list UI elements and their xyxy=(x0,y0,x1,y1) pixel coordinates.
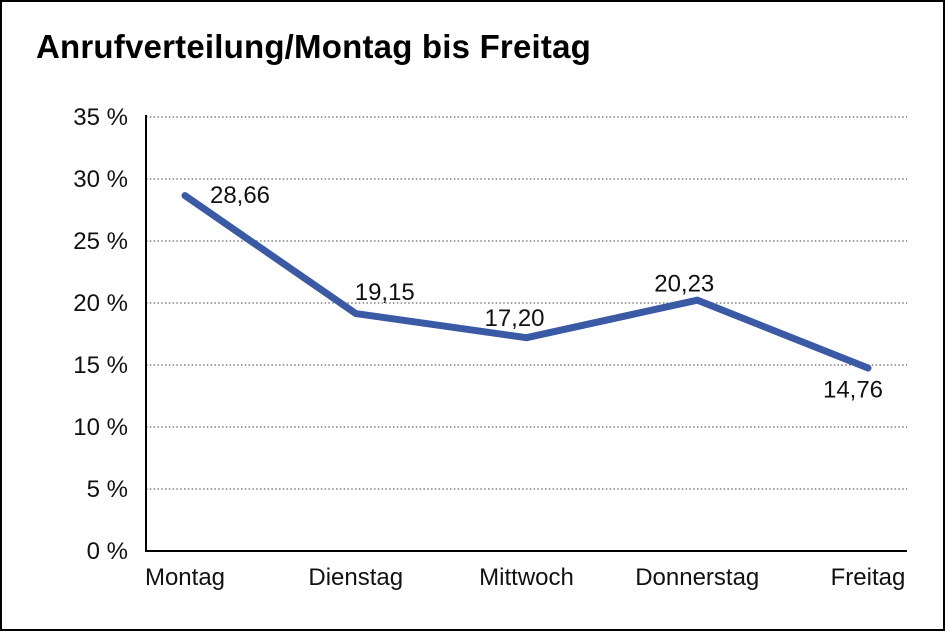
x-tick-label: Dienstag xyxy=(308,564,403,591)
chart-title: Anrufverteilung/Montag bis Freitag xyxy=(36,28,591,65)
y-tick-label: 35 % xyxy=(73,104,128,131)
x-tick-label: Freitag xyxy=(831,564,906,591)
x-tick-label: Montag xyxy=(145,564,225,591)
data-line xyxy=(181,192,872,372)
y-tick-label: 10 % xyxy=(73,414,128,441)
y-tick-label: 15 % xyxy=(73,352,128,379)
data-point-label: 19,15 xyxy=(355,279,415,306)
data-point-label: 17,20 xyxy=(484,305,544,332)
y-tick-label: 25 % xyxy=(73,228,128,255)
x-tick-label: Mittwoch xyxy=(479,564,574,591)
data-point-label: 20,23 xyxy=(654,271,714,298)
y-tick-label: 20 % xyxy=(73,290,128,317)
data-point-label: 28,66 xyxy=(210,182,270,209)
y-tick-label: 5 % xyxy=(87,476,128,503)
data-point-label: 14,76 xyxy=(823,376,883,403)
y-tick-label: 30 % xyxy=(73,166,128,193)
x-tick-label: Donnerstag xyxy=(635,564,759,591)
y-tick-label: 0 % xyxy=(87,538,128,565)
